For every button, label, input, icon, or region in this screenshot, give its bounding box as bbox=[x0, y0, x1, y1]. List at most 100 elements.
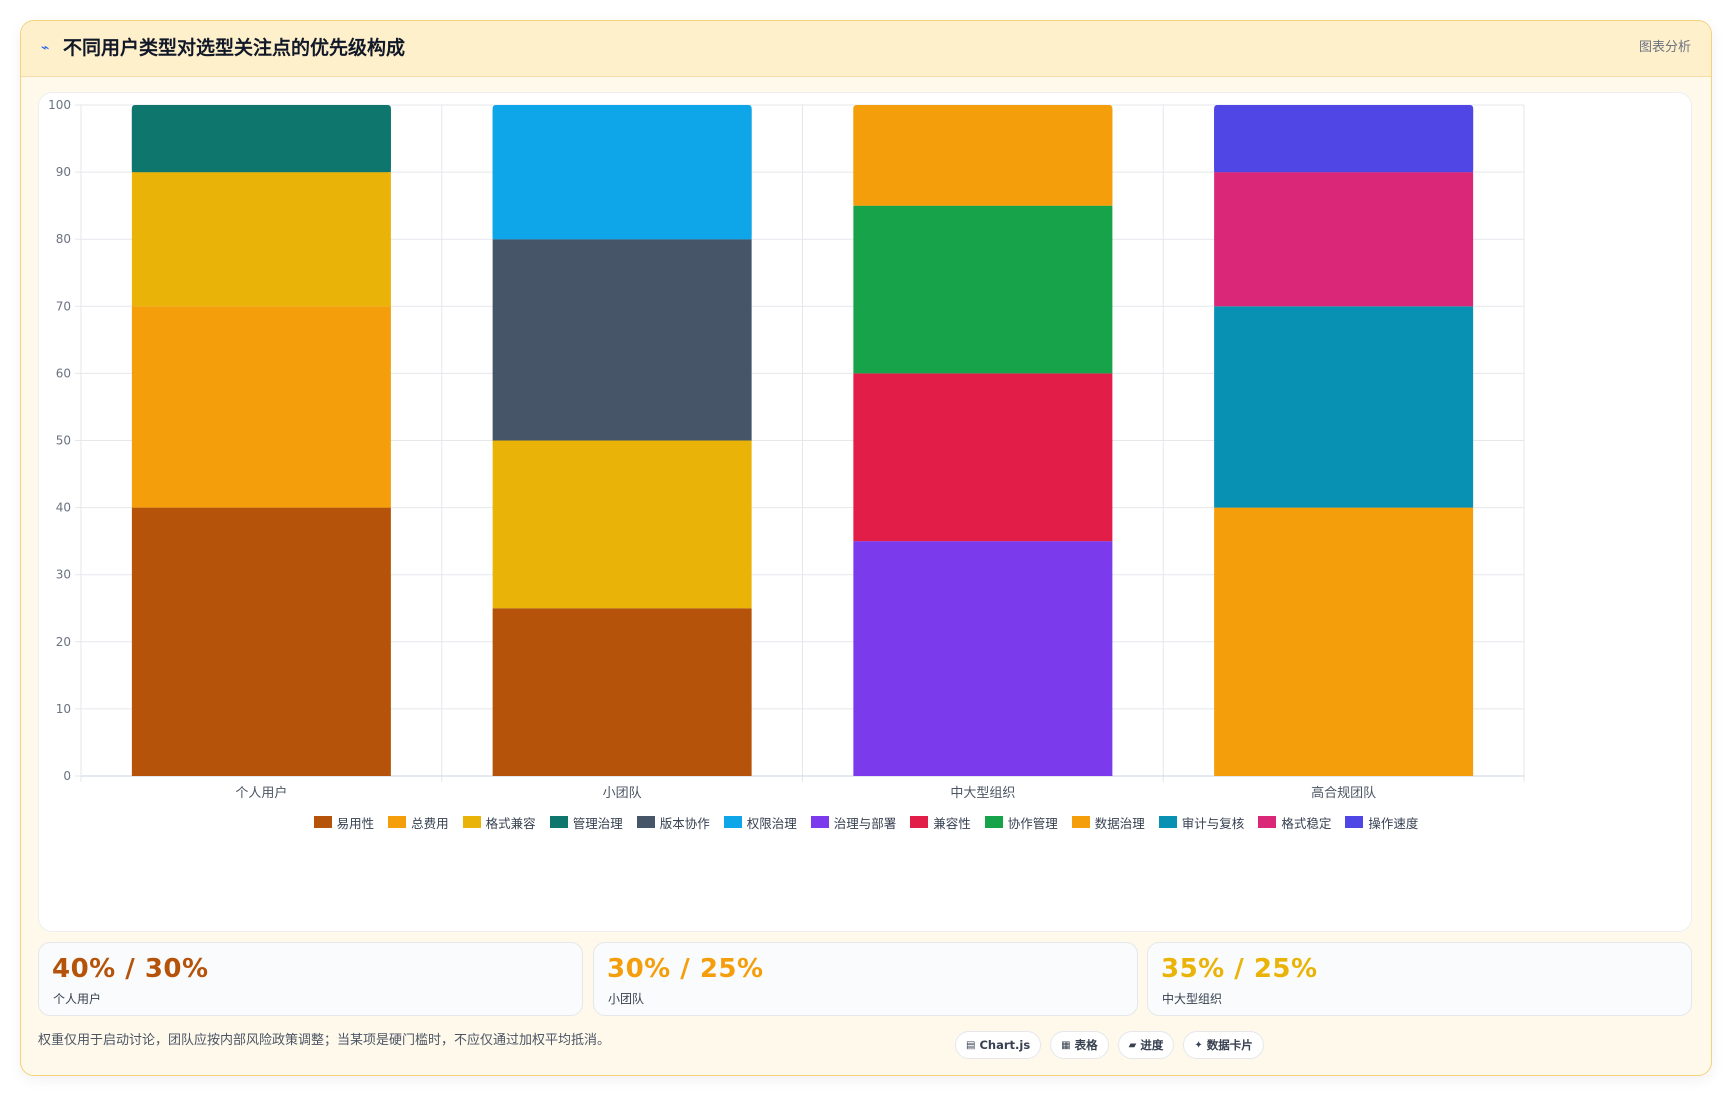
bar-segment bbox=[131, 507, 391, 776]
legend-swatch bbox=[636, 816, 655, 828]
bar-segment bbox=[853, 373, 1113, 542]
legend-swatch bbox=[549, 816, 568, 828]
stat-label: 个人用户 bbox=[53, 992, 102, 1006]
stat-card-large-org: 35% / 25% 中大型组织 bbox=[1147, 942, 1692, 1016]
bar-segment bbox=[131, 306, 391, 508]
chart-legend: 易用性 总费用 格式兼容 管理治理 版本协作 权限治理 治理与部署 兼容性 协作管理 数据治理 审计… bbox=[39, 811, 1693, 833]
legend-item[interactable]: 兼容性 bbox=[910, 813, 971, 832]
panel-header: ⌁ 不同用户类型对选型关注点的优先级构成 图表分析 bbox=[21, 21, 1711, 77]
bar-segment-fill bbox=[492, 109, 752, 240]
y-tick-label: 0 bbox=[63, 769, 71, 783]
legend-swatch bbox=[313, 816, 332, 828]
bar-segment bbox=[853, 541, 1113, 776]
stacked-bar-chart: 0 10 20 30 40 50 60 70 80 90 100 个人用户 小团队 中大型组织 高合规团队 bbox=[48, 98, 1525, 801]
y-tick-label: 90 bbox=[56, 165, 71, 179]
legend-label: 权限治理 bbox=[746, 815, 797, 831]
header-tag: 图表分析 bbox=[1638, 40, 1691, 55]
y-tick-label: 100 bbox=[48, 98, 71, 112]
x-tick-label: 小团队 bbox=[603, 786, 642, 801]
bar-segment bbox=[492, 608, 752, 776]
stat-label: 中大型组织 bbox=[1162, 992, 1223, 1006]
y-tick-label: 40 bbox=[56, 501, 71, 515]
legend-label: 协作管理 bbox=[1007, 815, 1058, 831]
legend-label: 格式兼容 bbox=[485, 815, 536, 831]
x-tick-label: 中大型组织 bbox=[950, 786, 1015, 801]
sparkle-icon: ✦ bbox=[1194, 1039, 1203, 1051]
bar-segment bbox=[853, 205, 1113, 374]
bar-segment bbox=[131, 172, 391, 307]
stat-label: 小团队 bbox=[608, 992, 645, 1006]
legend-swatch bbox=[910, 816, 929, 828]
chip-progress[interactable]: ▰ 进度 bbox=[1117, 1031, 1175, 1059]
y-tick-label: 10 bbox=[56, 702, 71, 716]
y-tick-label: 80 bbox=[56, 232, 71, 246]
stat-value: 30% / 25% bbox=[607, 954, 764, 984]
bar-segment bbox=[492, 239, 752, 441]
chip-label: 进度 bbox=[1140, 1038, 1164, 1052]
legend-label: 审计与复核 bbox=[1181, 815, 1245, 831]
chip-data-cards[interactable]: ✦ 数据卡片 bbox=[1183, 1031, 1264, 1059]
chip-label: 数据卡片 bbox=[1206, 1038, 1253, 1052]
chip-table[interactable]: ▦ 表格 bbox=[1050, 1031, 1109, 1059]
stat-cards: 40% / 30% 个人用户 30% / 25% 小团队 35% / 25% 中… bbox=[38, 942, 1692, 1016]
legend-item[interactable]: 审计与复核 bbox=[1158, 813, 1245, 832]
legend-item[interactable]: 易用性 bbox=[313, 813, 375, 832]
legend-label: 数据治理 bbox=[1094, 815, 1145, 831]
legend-label: 总费用 bbox=[411, 815, 449, 831]
x-tick-label: 高合规团队 bbox=[1311, 785, 1376, 801]
legend-swatch bbox=[1158, 816, 1177, 828]
chart-line-icon: ⌁ bbox=[41, 40, 50, 56]
legend-swatch bbox=[984, 816, 1003, 828]
y-tick-label: 70 bbox=[56, 299, 71, 313]
legend-swatch bbox=[1345, 816, 1364, 828]
x-tick-label: 个人用户 bbox=[235, 785, 287, 801]
stat-card-small-team: 30% / 25% 小团队 bbox=[593, 942, 1138, 1016]
legend-item[interactable]: 操作速度 bbox=[1345, 813, 1418, 832]
chart-icon: ▤ bbox=[966, 1039, 976, 1051]
legend-swatch bbox=[1258, 816, 1277, 828]
legend-label: 格式稳定 bbox=[1281, 815, 1332, 831]
bar-segment bbox=[1214, 306, 1474, 508]
bar-segment bbox=[1214, 507, 1474, 776]
legend-item[interactable]: 格式兼容 bbox=[462, 813, 536, 832]
legend-item[interactable]: 格式稳定 bbox=[1258, 813, 1331, 832]
y-tick-label: 60 bbox=[56, 366, 71, 380]
legend-swatch bbox=[1071, 816, 1090, 828]
progress-icon: ▰ bbox=[1128, 1039, 1137, 1051]
page-title: 不同用户类型对选型关注点的优先级构成 bbox=[63, 37, 406, 59]
y-tick-label: 20 bbox=[56, 635, 71, 649]
view-chips: ▤ Chart.js ▦ 表格 ▰ 进度 ✦ 数据卡片 bbox=[955, 1031, 1264, 1059]
legend-item[interactable]: 管理治理 bbox=[549, 813, 623, 832]
y-tick-label: 50 bbox=[56, 434, 71, 448]
legend-item[interactable]: 治理与部署 bbox=[810, 813, 897, 832]
legend-label: 治理与部署 bbox=[833, 815, 897, 831]
legend-label: 管理治理 bbox=[572, 815, 623, 831]
legend-swatch bbox=[810, 816, 829, 828]
legend-item[interactable]: 协作管理 bbox=[984, 813, 1058, 832]
footer-note: 权重仅用于启动讨论，团队应按内部风险政策调整；当某项是硬门槛时，不应仅通过加权平… bbox=[38, 1033, 611, 1048]
legend-swatch bbox=[462, 816, 481, 828]
legend-label: 操作速度 bbox=[1368, 815, 1419, 831]
bar-segment-fill bbox=[131, 109, 391, 173]
chip-label: Chart.js bbox=[979, 1038, 1031, 1052]
legend-swatch bbox=[388, 816, 407, 828]
legend-item[interactable]: 总费用 bbox=[388, 813, 449, 832]
table-icon: ▦ bbox=[1061, 1039, 1071, 1051]
legend-item[interactable]: 版本协作 bbox=[636, 813, 710, 832]
legend-item[interactable]: 权限治理 bbox=[723, 813, 797, 832]
legend-label: 兼容性 bbox=[933, 815, 971, 831]
chip-label: 表格 bbox=[1074, 1038, 1098, 1052]
chart-card: 0 10 20 30 40 50 60 70 80 90 100 个人用户 小团队 中大型组织 高合规团队 … bbox=[38, 92, 1692, 932]
stat-card-personal: 40% / 30% 个人用户 bbox=[38, 942, 583, 1016]
bar-segment bbox=[1214, 172, 1474, 307]
bar-segment bbox=[492, 440, 752, 609]
y-tick-label: 30 bbox=[56, 568, 71, 582]
legend-item[interactable]: 数据治理 bbox=[1071, 813, 1145, 832]
bar-segment-fill bbox=[1214, 109, 1474, 173]
legend-label: 易用性 bbox=[336, 815, 375, 831]
legend-label: 版本协作 bbox=[659, 815, 710, 831]
stat-value: 40% / 30% bbox=[52, 954, 209, 984]
stat-value: 35% / 25% bbox=[1161, 954, 1318, 984]
bar-segment-fill bbox=[853, 109, 1113, 206]
chip-chartjs[interactable]: ▤ Chart.js bbox=[955, 1031, 1042, 1059]
